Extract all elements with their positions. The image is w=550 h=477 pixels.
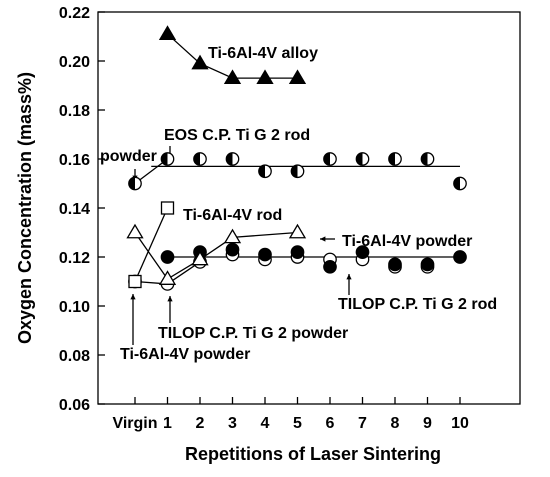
circle-marker xyxy=(388,257,402,272)
y-tick-label: 0.08 xyxy=(59,348,90,365)
x-tick-label: 2 xyxy=(196,415,205,432)
triangle-marker xyxy=(288,69,307,85)
x-tick-label: 3 xyxy=(228,415,237,432)
half-circle-fill xyxy=(128,177,135,190)
data-markers xyxy=(126,25,467,291)
annotation-tilop-rod: TILOP C.P. Ti G 2 rod xyxy=(338,296,497,313)
circle-marker xyxy=(290,245,305,259)
annotation-ti64-powder-bottom: Ti-6Al-4V powder xyxy=(120,346,250,363)
annotation-arrows xyxy=(130,146,352,345)
y-tick-label: 0.06 xyxy=(59,397,90,414)
x-tick-label: Virgin xyxy=(112,415,157,432)
x-tick-label: 5 xyxy=(293,415,302,432)
triangle-marker xyxy=(158,270,177,285)
y-axis-ticks: 0.06 0.08 0.10 0.12 0.14 0.16 0.18 0.20 0.22 xyxy=(59,5,105,414)
triangle-marker xyxy=(191,250,209,266)
square-marker xyxy=(160,201,175,215)
arrow-head xyxy=(167,296,173,302)
annotation-ti64-powder-top: Ti-6Al-4V powder xyxy=(342,233,472,250)
trend-lines xyxy=(151,165,460,258)
half-circle-fill xyxy=(388,152,395,166)
y-tick-label: 0.10 xyxy=(59,299,90,316)
y-tick-label: 0.20 xyxy=(59,54,90,71)
series-lines xyxy=(134,33,298,285)
triangle-marker xyxy=(191,54,209,70)
half-circle-fill xyxy=(453,177,460,190)
triangle-marker xyxy=(256,69,274,85)
x-tick-label: 8 xyxy=(391,415,400,432)
y-tick-label: 0.14 xyxy=(59,201,90,218)
x-axis-label: Repetitions of Laser Sintering xyxy=(185,444,441,464)
y-tick-label: 0.16 xyxy=(59,152,90,169)
annotation-ti64-alloy: Ti-6Al-4V alloy xyxy=(208,45,318,62)
half-circle-fill xyxy=(193,152,200,166)
x-tick-label: 9 xyxy=(423,415,432,432)
annotation-ti64-rod: Ti-6Al-4V rod xyxy=(183,207,282,224)
annotation-tilop-powder: TILOP C.P. Ti G 2 powder xyxy=(158,325,348,342)
arrow-head xyxy=(346,274,352,280)
square-marker xyxy=(128,274,142,289)
x-axis-ticks: Virgin 1 2 3 4 5 6 7 8 9 10 xyxy=(112,397,469,432)
triangle-marker xyxy=(288,223,307,239)
half-circle-fill xyxy=(161,152,168,166)
circle-marker xyxy=(453,250,467,264)
circle-marker xyxy=(323,259,337,274)
y-axis-label: Oxygen Concentration (mass%) xyxy=(15,72,35,344)
annotation-eos-rod: EOS C.P. Ti G 2 rod xyxy=(164,127,310,144)
circle-marker xyxy=(225,242,240,257)
half-circle-fill xyxy=(421,152,428,166)
y-tick-label: 0.12 xyxy=(59,250,90,267)
circle-marker xyxy=(160,250,175,264)
triangle-marker xyxy=(223,228,242,244)
series-line xyxy=(134,207,169,282)
half-circle-fill xyxy=(258,165,265,178)
x-tick-label: 10 xyxy=(451,415,469,432)
circle-marker xyxy=(258,247,272,262)
x-tick-label: 1 xyxy=(163,415,172,432)
triangle-marker xyxy=(126,223,144,239)
circle-marker xyxy=(355,245,370,259)
annotation-powder: powder xyxy=(100,148,157,165)
half-circle-fill xyxy=(291,165,298,178)
x-tick-label: 4 xyxy=(261,415,270,432)
half-circle-fill xyxy=(323,152,330,166)
arrow-head xyxy=(320,236,326,242)
half-circle-fill xyxy=(356,152,363,166)
arrow-head xyxy=(130,294,136,300)
triangle-marker xyxy=(223,69,242,85)
y-tick-label: 0.22 xyxy=(59,5,90,22)
x-tick-label: 7 xyxy=(358,415,367,432)
y-tick-label: 0.18 xyxy=(59,103,90,120)
x-tick-label: 6 xyxy=(326,415,335,432)
circle-marker xyxy=(420,257,435,272)
triangle-marker xyxy=(158,25,177,40)
series-line xyxy=(134,231,298,280)
half-circle-fill xyxy=(226,152,233,166)
